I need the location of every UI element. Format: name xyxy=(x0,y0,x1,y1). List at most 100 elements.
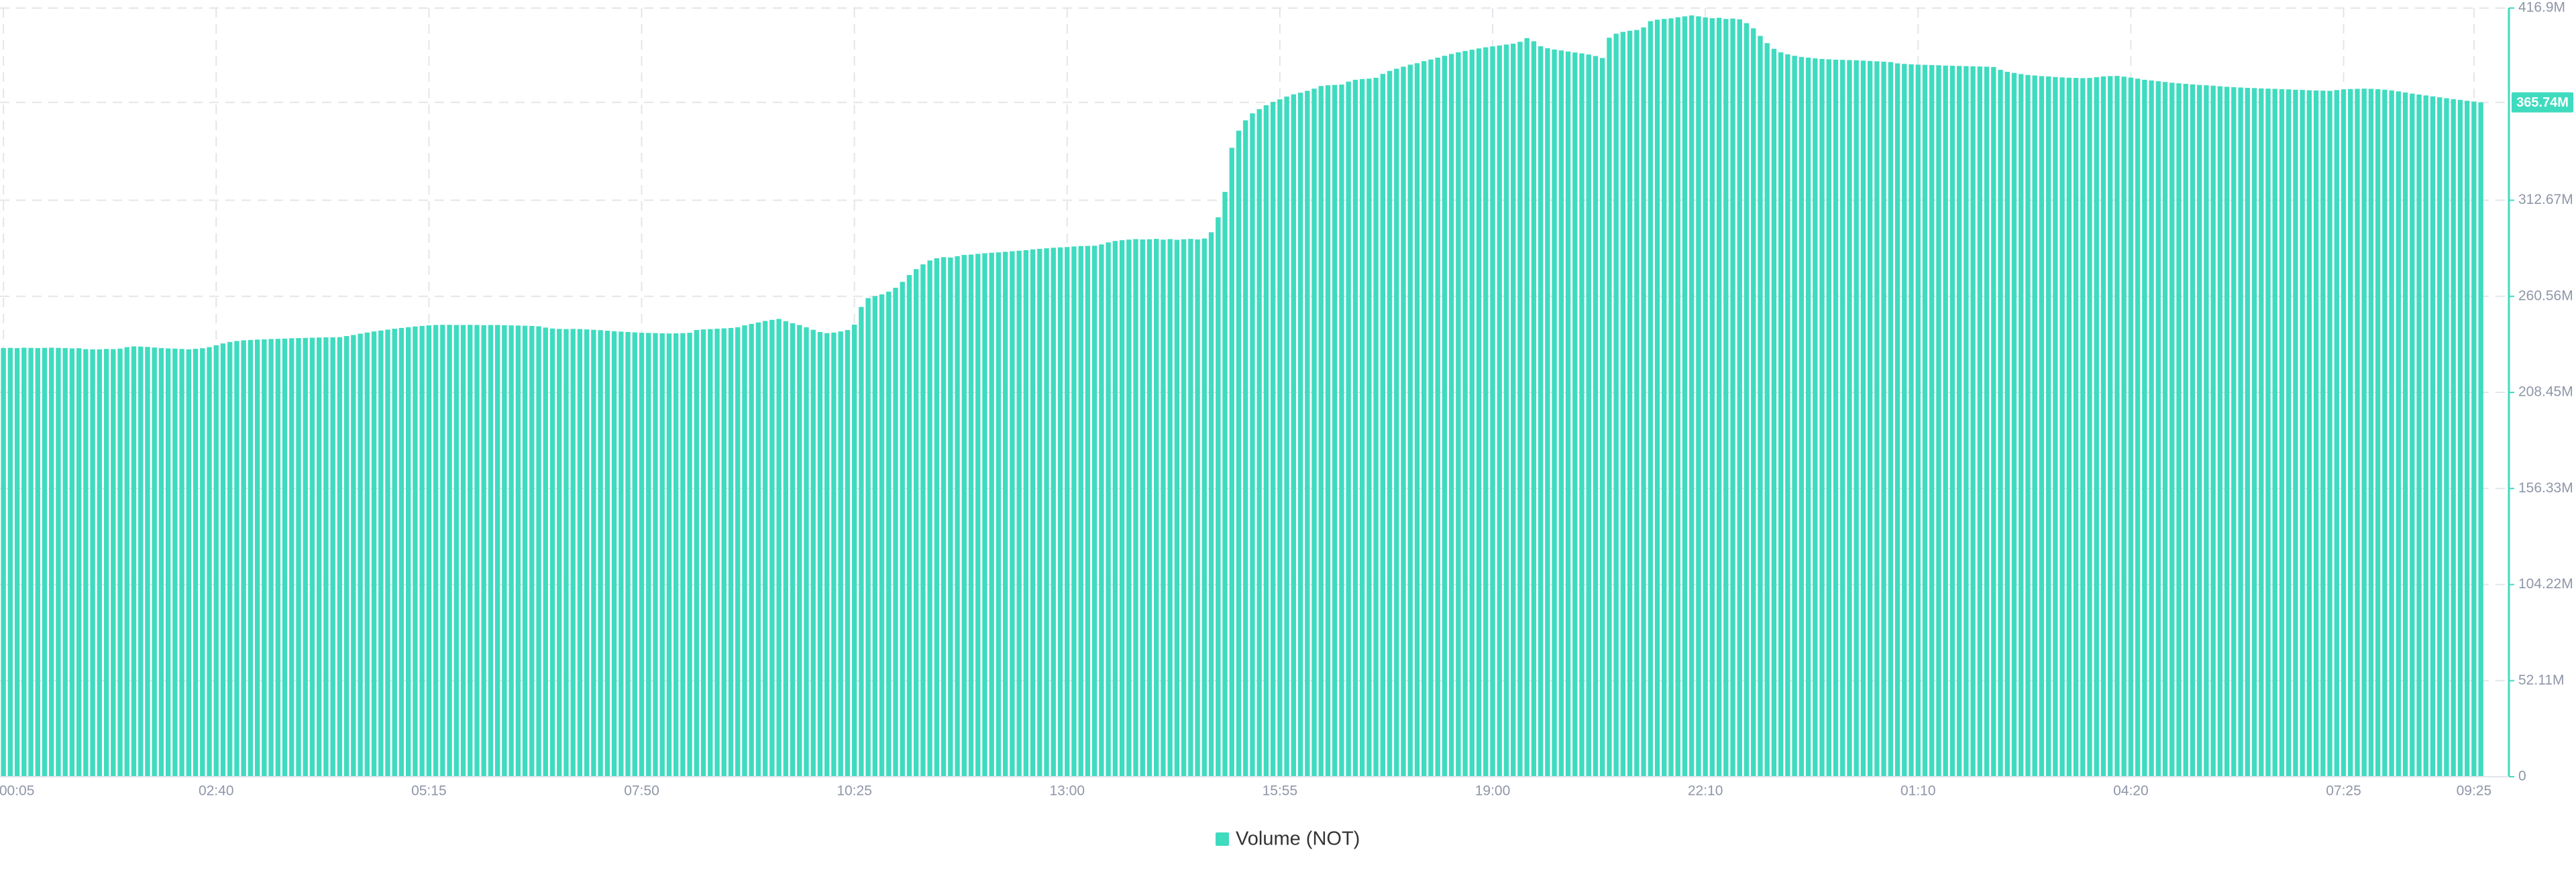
bar xyxy=(1881,61,1886,777)
bar xyxy=(1709,18,1715,777)
bar xyxy=(968,254,974,777)
bar xyxy=(859,307,864,777)
bar xyxy=(1970,66,1976,777)
bar xyxy=(1799,56,1805,777)
bar xyxy=(1675,17,1680,777)
bar xyxy=(2224,87,2230,777)
bar xyxy=(303,337,308,777)
bar xyxy=(2382,89,2387,777)
bar xyxy=(330,337,335,777)
bar xyxy=(254,339,260,777)
bar xyxy=(1311,89,1317,777)
bar xyxy=(886,291,892,777)
bar xyxy=(2142,79,2147,777)
bar xyxy=(7,347,13,777)
bar xyxy=(1462,51,1468,777)
bar xyxy=(2334,90,2339,777)
y-tick-label: 104.22M xyxy=(2518,576,2573,592)
bar xyxy=(2279,89,2285,777)
bar xyxy=(721,328,727,777)
bar xyxy=(21,347,27,777)
bar xyxy=(776,319,782,777)
bar xyxy=(1332,85,1338,777)
bar xyxy=(1792,56,1797,777)
bar xyxy=(1936,65,1941,777)
bar xyxy=(508,325,514,777)
bar xyxy=(317,337,322,777)
bar xyxy=(2389,90,2394,777)
bar xyxy=(1751,28,1756,777)
bar xyxy=(2286,89,2292,777)
bar xyxy=(1414,63,1420,777)
bar xyxy=(604,331,610,777)
bar xyxy=(941,257,947,777)
bar xyxy=(1448,54,1454,777)
bar xyxy=(584,329,590,777)
bar xyxy=(2368,89,2374,777)
bar xyxy=(1394,68,1399,777)
bar xyxy=(468,325,473,777)
bar xyxy=(1250,113,1255,777)
bar xyxy=(488,325,494,777)
bar xyxy=(351,335,356,777)
bar xyxy=(1161,239,1166,777)
bar xyxy=(742,325,747,777)
bar xyxy=(893,288,898,777)
bar xyxy=(1854,60,1859,777)
bar xyxy=(1263,105,1269,777)
bar xyxy=(1716,17,1722,777)
bar xyxy=(426,325,432,777)
bar xyxy=(1682,16,1688,777)
bar xyxy=(2059,77,2065,777)
bar xyxy=(1044,248,1049,777)
bar xyxy=(1469,50,1474,777)
bar xyxy=(2045,76,2051,777)
y-tick-label: 156.33M xyxy=(2518,480,2573,496)
bar xyxy=(831,332,837,777)
bar xyxy=(1407,64,1413,777)
bar xyxy=(1208,232,1214,777)
bar xyxy=(1428,59,1434,777)
y-tick-label: 312.67M xyxy=(2518,192,2573,207)
bar xyxy=(536,326,541,777)
bar xyxy=(1565,51,1571,777)
bar xyxy=(398,327,405,777)
bar xyxy=(460,325,466,777)
bar xyxy=(2217,86,2223,777)
bar xyxy=(1867,60,1873,777)
bar xyxy=(1888,62,1894,777)
bar xyxy=(2416,94,2422,777)
x-tick-label: 00:05 xyxy=(0,783,34,799)
bar xyxy=(1174,239,1180,777)
bar xyxy=(1641,27,1646,777)
bar xyxy=(1764,43,1770,777)
bar xyxy=(2162,82,2168,777)
bar xyxy=(2423,95,2428,777)
bar xyxy=(996,252,1002,777)
bar xyxy=(1984,66,1990,777)
bar xyxy=(2135,78,2141,777)
bar xyxy=(2073,78,2079,777)
bar xyxy=(1284,96,1289,777)
bar xyxy=(2396,91,2402,777)
bar xyxy=(186,349,192,777)
bar xyxy=(2327,91,2332,777)
bar xyxy=(2251,88,2257,777)
bar xyxy=(145,347,150,777)
bar xyxy=(2375,89,2381,777)
bar xyxy=(1277,99,1283,777)
bar xyxy=(49,347,54,777)
bar xyxy=(2032,75,2037,777)
bar xyxy=(577,329,583,777)
bar xyxy=(2004,72,2010,777)
bar xyxy=(1964,66,1969,777)
bar xyxy=(934,258,940,777)
bar xyxy=(28,347,34,777)
bar xyxy=(1037,249,1042,777)
bar xyxy=(1703,17,1708,777)
x-tick-label: 10:25 xyxy=(837,783,872,799)
bar xyxy=(111,349,116,777)
bar xyxy=(193,348,199,777)
bar xyxy=(2094,77,2099,777)
bar xyxy=(1051,248,1056,777)
